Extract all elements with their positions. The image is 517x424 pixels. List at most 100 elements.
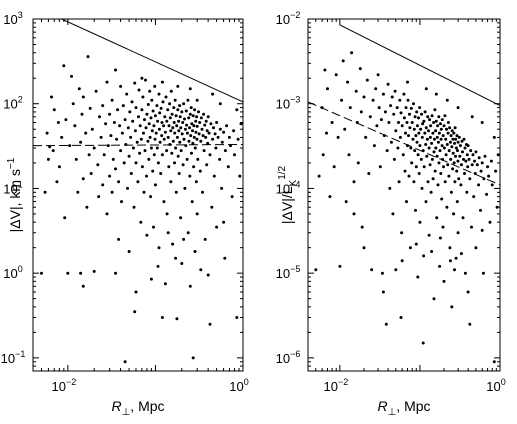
data-point: [395, 106, 399, 110]
data-point: [201, 134, 205, 138]
data-point: [174, 146, 178, 150]
data-point: [176, 154, 180, 158]
data-point: [220, 186, 224, 190]
data-point: [193, 146, 197, 150]
data-point: [431, 131, 435, 135]
data-point: [173, 98, 177, 102]
data-point: [115, 137, 119, 141]
data-point: [157, 246, 161, 250]
data-point: [445, 143, 449, 146]
data-point: [168, 116, 172, 120]
data-point: [40, 271, 43, 275]
data-point: [470, 115, 474, 119]
data-point: [81, 95, 85, 99]
data-point: [402, 92, 406, 96]
data-point: [434, 119, 438, 123]
data-point: [448, 259, 452, 263]
data-point: [434, 146, 438, 150]
data-point: [391, 212, 395, 216]
data-point: [104, 122, 108, 126]
data-point: [473, 172, 477, 175]
data-point: [114, 271, 117, 275]
data-point: [222, 220, 226, 224]
data-point: [131, 119, 135, 123]
data-point: [364, 135, 368, 139]
data-point: [356, 161, 360, 165]
data-point: [202, 149, 206, 153]
data-point: [449, 190, 453, 194]
data-point: [456, 159, 460, 163]
data-point: [414, 242, 418, 246]
data-point: [183, 127, 187, 131]
data-point: [145, 233, 149, 237]
data-point: [466, 165, 470, 169]
data-point: [456, 231, 460, 235]
data-point: [462, 157, 465, 161]
data-point: [157, 127, 161, 131]
data-point: [454, 146, 458, 150]
data-point: [139, 137, 143, 141]
data-point: [197, 132, 201, 136]
left-panel: 10−2 100 10−1 100 101 102 103 R⊥, Mpc |ΔV|, km s…: [1, 10, 249, 418]
data-point: [138, 124, 142, 128]
data-point: [438, 236, 442, 240]
dashed-reference-line: [33, 144, 243, 147]
data-point: [458, 154, 462, 158]
data-point: [449, 157, 453, 161]
data-point: [409, 106, 413, 110]
data-point: [81, 284, 85, 288]
data-point: [74, 157, 78, 161]
data-point: [192, 165, 196, 169]
data-point: [431, 177, 435, 181]
data-point: [427, 233, 431, 237]
data-point: [143, 118, 146, 122]
data-point: [106, 144, 110, 148]
data-point: [212, 174, 216, 178]
data-point: [424, 200, 428, 204]
data-point: [415, 110, 419, 114]
data-point: [99, 135, 103, 139]
data-point: [445, 98, 449, 102]
data-point: [482, 177, 486, 181]
data-point: [321, 153, 325, 157]
data-point: [463, 172, 466, 175]
data-point: [376, 73, 380, 77]
data-point: [490, 183, 494, 187]
data-point: [185, 157, 189, 161]
data-point: [442, 279, 446, 283]
data-point: [344, 200, 348, 204]
data-point: [441, 134, 445, 138]
data-point: [441, 225, 445, 229]
data-point: [45, 131, 49, 135]
data-point: [135, 140, 139, 144]
data-point: [489, 159, 493, 163]
data-point: [194, 180, 198, 184]
data-point: [408, 112, 411, 116]
data-point: [463, 271, 467, 275]
data-point: [218, 127, 222, 131]
y-tick-label: 102: [3, 95, 22, 112]
data-point: [156, 119, 160, 123]
data-point: [87, 153, 91, 157]
data-point: [159, 172, 163, 175]
data-point: [416, 153, 420, 157]
data-point: [350, 51, 354, 55]
data-point: [379, 118, 383, 122]
data-point: [160, 134, 164, 138]
data-point: [360, 225, 364, 229]
data-point: [85, 205, 89, 209]
y-axis-label: |ΔV|/LK1/2: [277, 165, 299, 224]
data-point: [142, 190, 146, 194]
data-point: [143, 149, 147, 153]
data-point: [134, 161, 138, 165]
data-point: [189, 134, 193, 138]
data-point: [432, 297, 436, 301]
data-point: [382, 134, 386, 138]
data-point: [381, 92, 385, 96]
data-point: [457, 135, 461, 139]
data-point: [406, 80, 409, 84]
data-point: [153, 114, 157, 118]
data-point: [460, 139, 464, 143]
data-point: [189, 106, 193, 110]
data-point: [184, 144, 188, 148]
